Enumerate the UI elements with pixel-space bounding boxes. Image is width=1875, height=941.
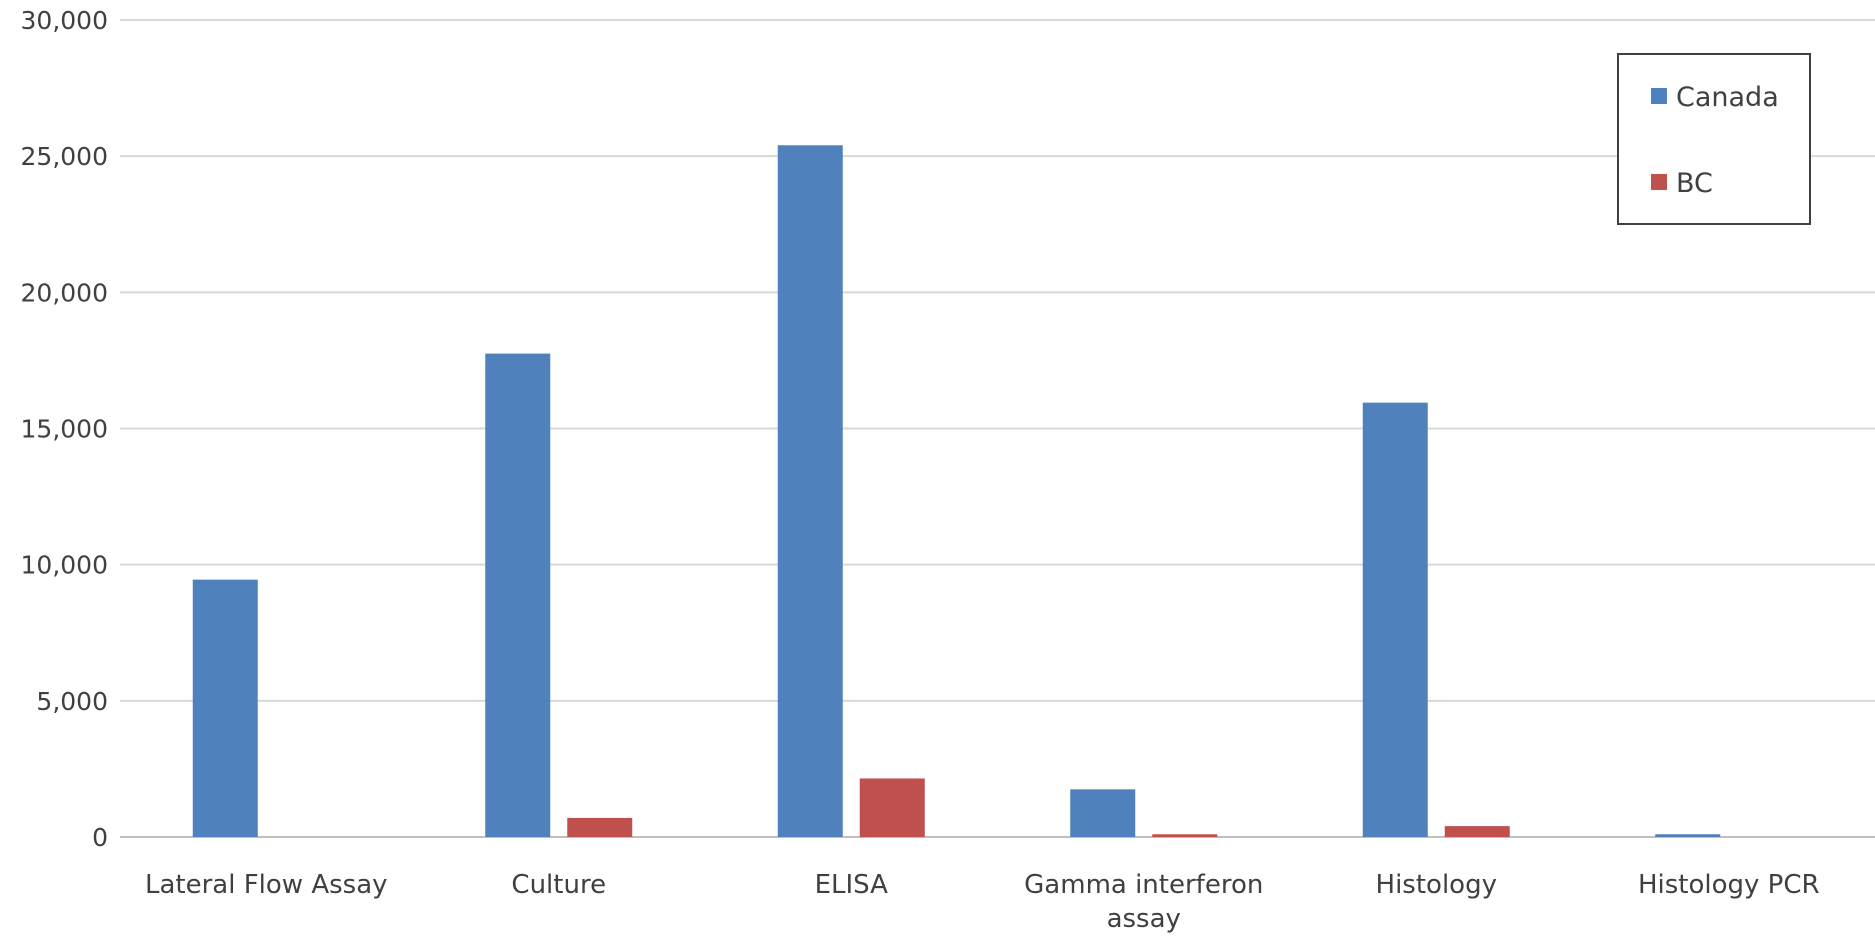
y-tick-label: 25,000 — [21, 142, 108, 171]
bar-bc-3 — [1152, 834, 1218, 837]
legend-box — [1617, 53, 1811, 225]
y-axis-tick-labels: 0 5,000 10,000 15,000 20,000 25,000 30,000 — [21, 6, 108, 852]
bar-canada-2 — [777, 145, 843, 838]
bar-canada-5 — [1655, 834, 1721, 837]
y-tick-label: 5,000 — [36, 687, 108, 716]
bar-bc-4 — [1444, 826, 1510, 837]
bar-canada-3 — [1070, 789, 1136, 837]
legend-label-canada: Canada — [1676, 82, 1779, 113]
y-tick-label: 0 — [92, 823, 108, 852]
bar-canada-4 — [1362, 402, 1428, 837]
x-category-label: Culture — [511, 870, 606, 900]
x-category-label: Histology PCR — [1638, 870, 1820, 900]
x-category-label: Gamma interferon assay — [1024, 870, 1263, 934]
x-axis-category-labels: Lateral Flow Assay Culture ELISA Gamma inte… — [145, 870, 1820, 934]
gridlines — [120, 19, 1875, 838]
x-category-label: ELISA — [815, 870, 889, 900]
x-category-label: Histology — [1376, 870, 1497, 900]
y-tick-label: 10,000 — [21, 551, 108, 580]
bar-canada-0 — [192, 579, 258, 837]
legend-label-bc: BC — [1676, 168, 1713, 199]
x-category-label: Lateral Flow Assay — [145, 870, 388, 900]
y-tick-label: 15,000 — [21, 415, 108, 444]
bar-bc-2 — [859, 778, 925, 837]
bar-canada-1 — [485, 353, 551, 837]
legend: Canada BC — [1617, 53, 1811, 225]
bars — [192, 145, 1721, 838]
legend-swatch-bc — [1651, 174, 1667, 190]
y-tick-label: 30,000 — [21, 6, 108, 35]
y-tick-label: 20,000 — [21, 278, 108, 307]
legend-swatch-canada — [1651, 88, 1667, 104]
bar-bc-1 — [567, 817, 633, 837]
